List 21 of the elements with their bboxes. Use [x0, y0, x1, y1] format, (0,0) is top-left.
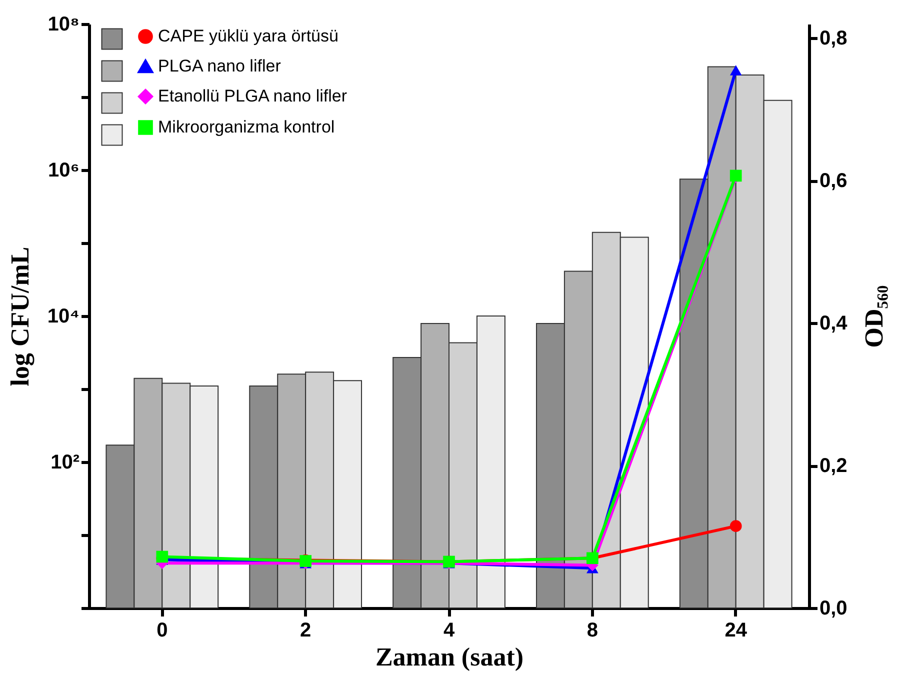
legend-label: Mikroorganizma kontrol: [158, 118, 335, 136]
y-tick-label: 10⁶: [48, 160, 80, 182]
legend-label: CAPE yüklü yara örtüsü: [158, 26, 338, 46]
legend-label: PLGA nano lifler: [158, 56, 282, 76]
y2-tick-label: 0,0: [820, 598, 848, 620]
y-tick-label: 10⁴: [47, 306, 80, 328]
y-tick-label: 10⁸: [48, 14, 80, 36]
x-tick-label: 24: [724, 620, 748, 642]
y-tick-label: 10²: [50, 452, 80, 474]
y2-tick-label: 0,2: [820, 455, 848, 478]
y-axis-title: log CFU/mL: [5, 246, 34, 386]
x-tick-label: 4: [443, 620, 456, 642]
x-tick-label: 0: [156, 620, 168, 642]
x-axis-title: Zaman (saat): [375, 642, 524, 672]
x-tick-label: 8: [586, 620, 598, 642]
legend-label: Etanollü PLGA nano lifler: [158, 86, 348, 106]
x-tick-label: 2: [300, 620, 312, 642]
y2-axis-title: OD₅₆₀: [859, 285, 888, 348]
y2-tick-label: 0,6: [820, 170, 848, 192]
y2-tick-label: 0,4: [820, 312, 848, 335]
y2-tick-label: 0,8: [820, 28, 848, 50]
